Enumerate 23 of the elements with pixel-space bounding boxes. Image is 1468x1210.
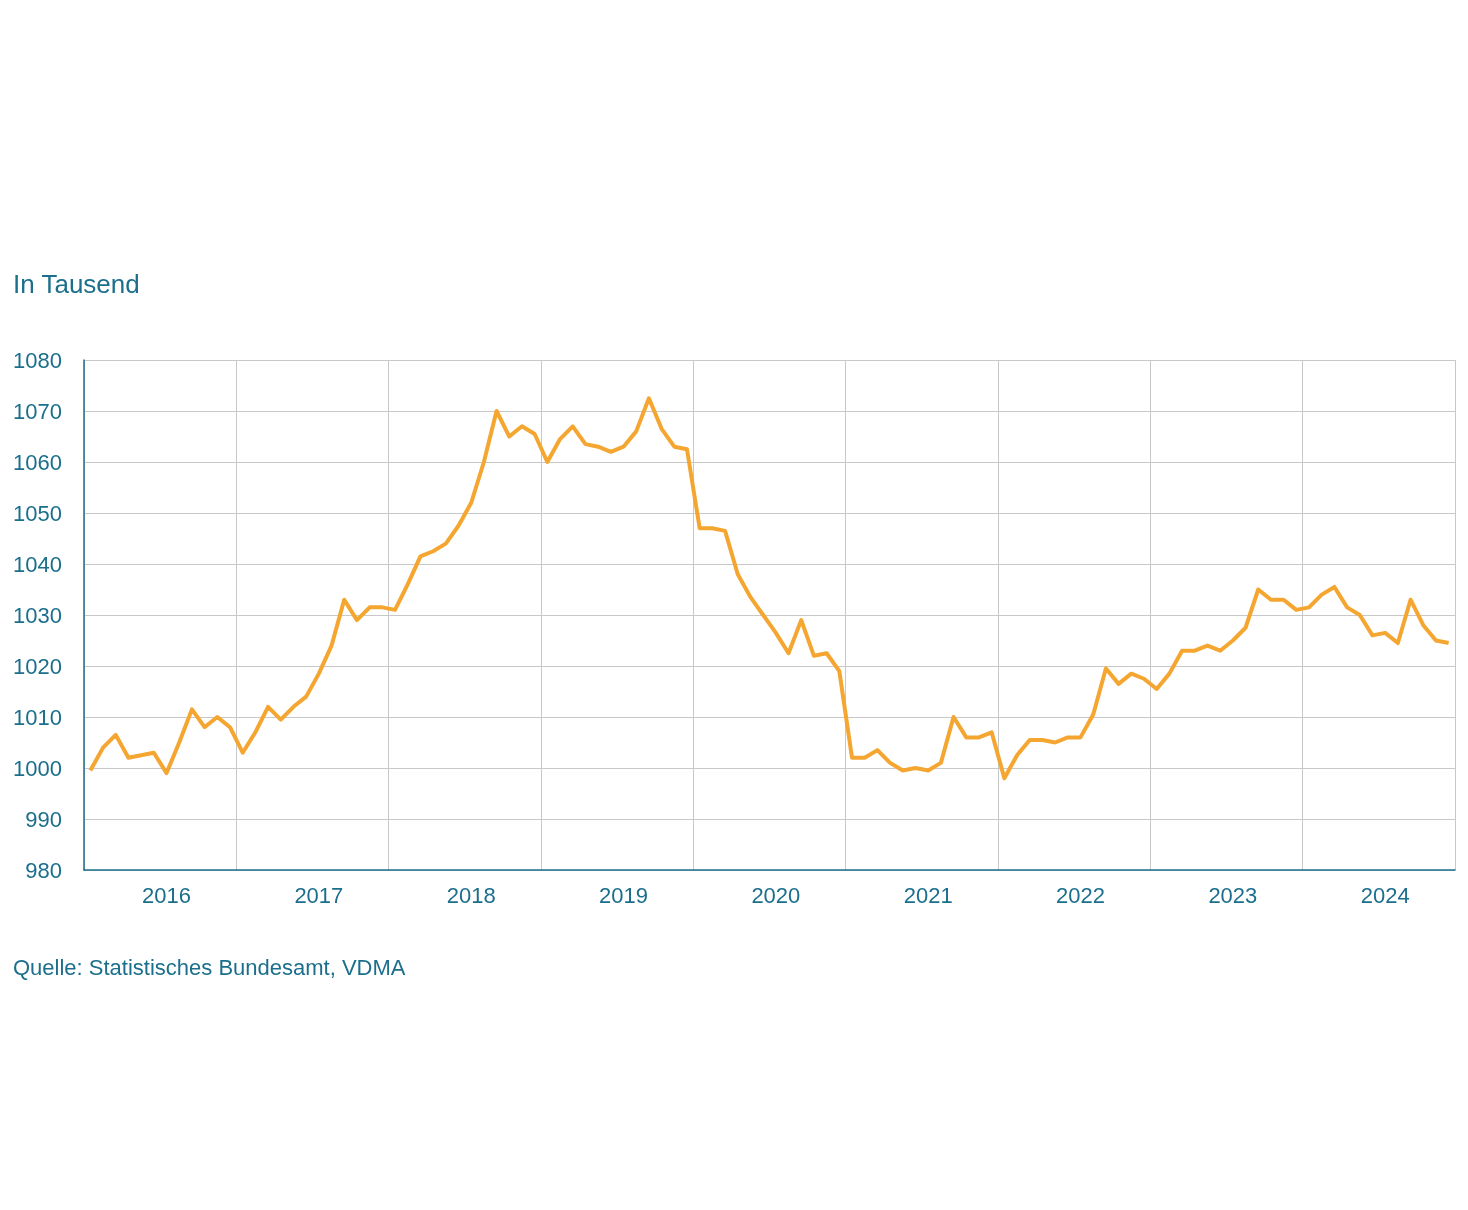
y-axis-title: In Tausend — [13, 269, 140, 299]
y-tick-label: 1000 — [13, 755, 62, 781]
y-tick-label: 1020 — [13, 653, 62, 679]
x-tick-label: 2018 — [446, 882, 496, 908]
x-tick-label: 2024 — [1360, 882, 1410, 908]
source-note: Quelle: Statistisches Bundesamt, VDMA — [13, 954, 406, 980]
y-tick-label: 990 — [25, 806, 62, 832]
x-tick-label: 2017 — [294, 882, 344, 908]
y-tick-label: 1030 — [13, 602, 62, 628]
y-tick-label: 1060 — [13, 449, 62, 475]
y-tick-label: 1070 — [13, 398, 62, 424]
x-tick-label: 2016 — [142, 882, 191, 908]
y-tick-label: 980 — [25, 857, 62, 883]
y-tick-label: 1040 — [13, 551, 62, 577]
x-tick-label: 2019 — [599, 882, 648, 908]
x-tick-label: 2023 — [1208, 882, 1258, 908]
y-tick-label: 1010 — [13, 704, 62, 730]
x-tick-label: 2020 — [751, 882, 801, 908]
line-series — [88, 396, 1451, 781]
x-tick-label: 2021 — [903, 882, 953, 908]
y-tick-label: 1080 — [13, 347, 62, 373]
y-tick-label: 1050 — [13, 500, 62, 526]
x-tick-label: 2022 — [1056, 882, 1105, 908]
